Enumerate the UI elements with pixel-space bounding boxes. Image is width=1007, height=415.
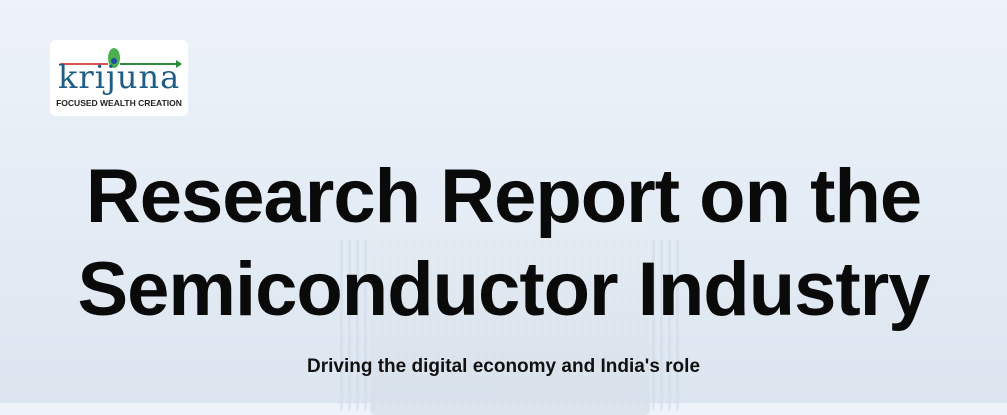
peacock-feather-arrow-icon	[60, 48, 182, 68]
title-line-2: Semiconductor Industry	[77, 247, 930, 332]
title-line-1: Research Report on the	[85, 154, 922, 239]
logo-wordmark: krijuna	[58, 58, 181, 96]
logo-tagline: FOCUSED WEALTH CREATION	[56, 98, 182, 108]
subtitle: Driving the digital economy and India's …	[306, 356, 701, 377]
page-title: Research Report on the Semiconductor Ind…	[0, 150, 1007, 336]
logo: krijuna FOCUSED WEALTH CREATION	[50, 40, 188, 116]
background-chip	[370, 215, 650, 415]
